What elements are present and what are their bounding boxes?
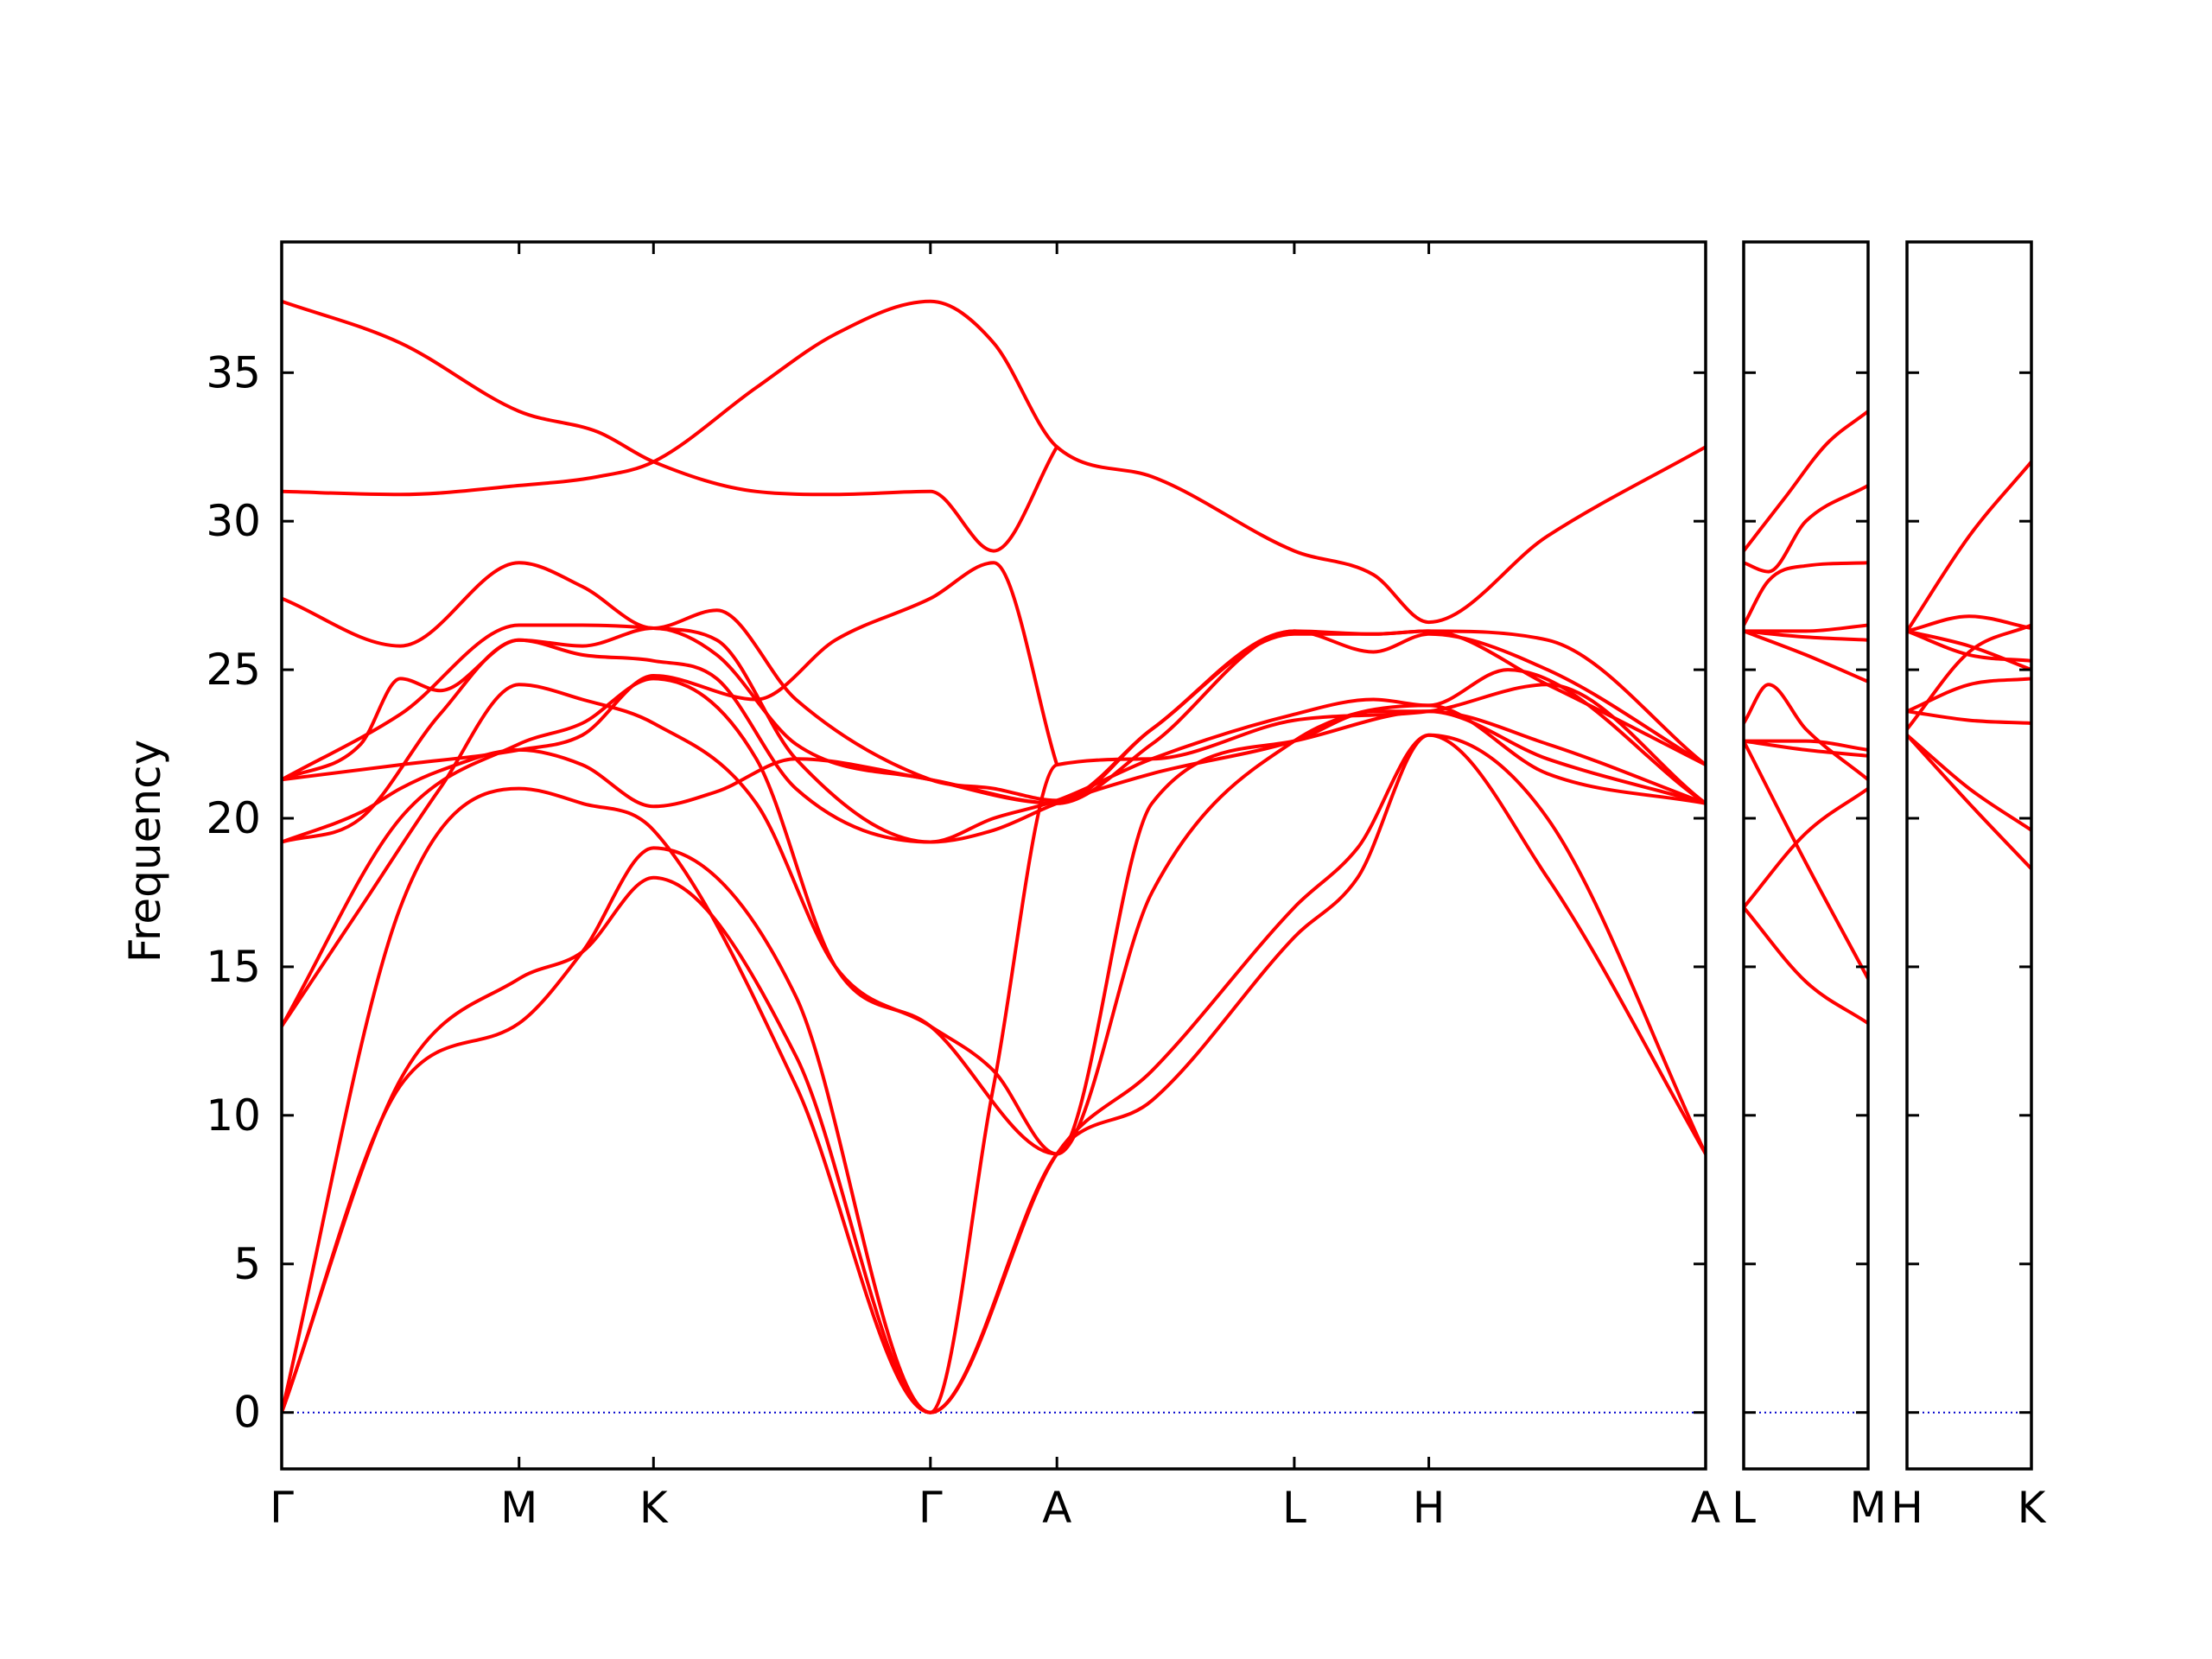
band-line (1744, 739, 1868, 758)
band-line (1744, 629, 1868, 683)
y-tick-label: 0 (233, 1388, 261, 1438)
band-line (1744, 786, 1868, 910)
band-line (282, 683, 1706, 1414)
band-line (282, 561, 1059, 782)
panel-frame (1905, 240, 2033, 1471)
band-line (1744, 410, 1868, 553)
band-line (1907, 629, 2031, 672)
k-point-label: H (1413, 1483, 1446, 1533)
k-point-label: A (1691, 1483, 1720, 1533)
k-point-label: Γ (918, 1483, 943, 1533)
band-line (1907, 733, 2031, 871)
y-tick-labels: 0 5 10 15 20 25 30 35 (206, 347, 261, 1437)
band-lines (1744, 410, 1868, 1026)
k-point-label: Γ (270, 1483, 294, 1533)
band-line (282, 626, 1706, 805)
band-line (1907, 709, 2031, 725)
band-line (1744, 623, 1868, 633)
band-line (1744, 483, 1868, 574)
y-tick-label: 20 (206, 793, 261, 843)
y-axis-label: Frequency (120, 740, 170, 963)
k-point-label: A (1042, 1483, 1071, 1533)
y-tick-label: 15 (206, 942, 261, 992)
k-point-label: M (1849, 1483, 1886, 1533)
y-tick-label: 25 (206, 645, 261, 695)
band-line (282, 623, 1706, 844)
k-point-label: L (1732, 1483, 1756, 1533)
panel-frame (280, 240, 1707, 1471)
band-line (1907, 629, 2031, 663)
k-point-label: L (1282, 1483, 1306, 1533)
band-line (1907, 614, 2031, 633)
band-line (1744, 683, 1868, 782)
band-line (1744, 906, 1868, 1026)
k-point-label: H (1891, 1483, 1923, 1533)
k-point-label: M (500, 1483, 537, 1533)
k-point-label: K (639, 1483, 669, 1533)
k-point-label: K (2018, 1483, 2047, 1533)
band-line (282, 299, 1059, 553)
band-lines (1907, 460, 2031, 871)
y-tick-label: 5 (233, 1239, 261, 1289)
y-tick-label: 10 (206, 1090, 261, 1141)
band-line (282, 299, 1706, 625)
band-line (1744, 629, 1868, 642)
band-line (282, 733, 1706, 1414)
band-line (1744, 739, 1868, 981)
band-line (1744, 739, 1868, 752)
panel-frame (1742, 240, 1870, 1471)
band-line (282, 561, 1706, 803)
band-line (282, 683, 1706, 1156)
band-line (1744, 561, 1868, 627)
y-tick-label: 35 (206, 347, 261, 397)
band-lines (282, 299, 1706, 1414)
y-tick-label: 30 (206, 496, 261, 546)
band-line (1907, 460, 2031, 633)
band-line (1907, 733, 2031, 832)
band-line (1907, 623, 2031, 731)
